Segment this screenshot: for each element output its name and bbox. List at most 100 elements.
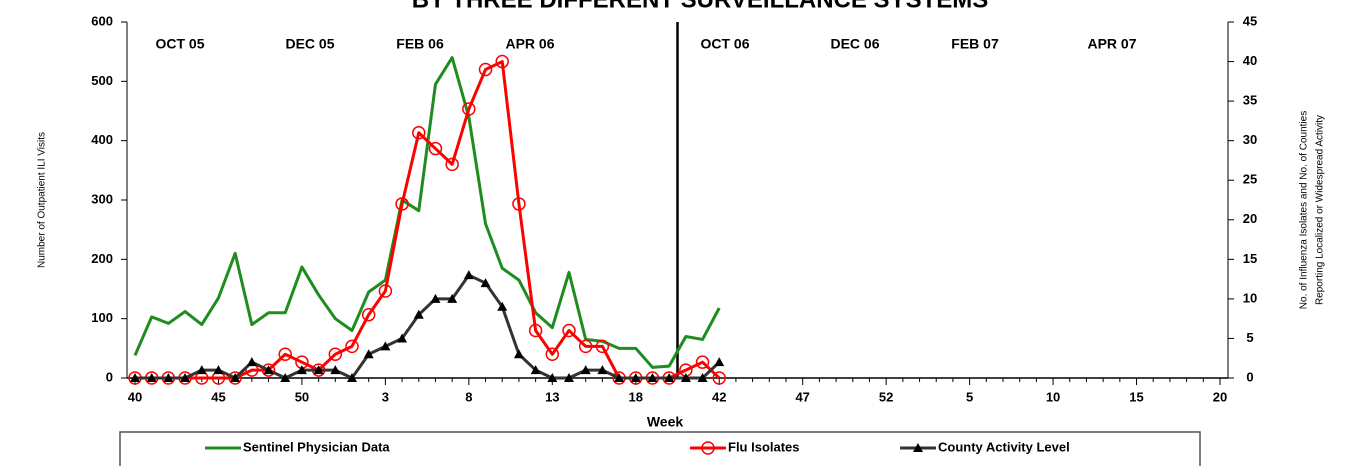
- marker: [228, 371, 242, 385]
- marker: [146, 373, 157, 382]
- marker: [497, 301, 508, 311]
- month-label: FEB 06: [396, 36, 444, 52]
- marker: [495, 54, 509, 69]
- month-label: OCT 05: [155, 36, 204, 52]
- marker: [712, 371, 726, 385]
- y2-axis-label: No. of Influenza Isolates and No. of Cou…: [1299, 111, 1310, 309]
- marker: [397, 333, 408, 343]
- y-tick-label: 200: [91, 251, 113, 266]
- x-tick-label: 47: [795, 389, 809, 404]
- legend-label: Flu Isolates: [728, 439, 800, 454]
- month-label: OCT 06: [700, 36, 749, 52]
- marker: [463, 270, 474, 280]
- marker: [196, 365, 207, 375]
- marker: [597, 365, 608, 375]
- y2-tick-label: 0: [1246, 369, 1253, 384]
- x-axis-label: Week: [647, 414, 684, 430]
- y2-tick-label: 35: [1243, 93, 1257, 108]
- x-tick-label: 13: [545, 389, 559, 404]
- marker: [130, 373, 140, 382]
- month-label: DEC 05: [285, 36, 334, 52]
- marker: [380, 341, 391, 351]
- marker: [562, 323, 576, 338]
- marker: [412, 126, 426, 140]
- month-label: APR 06: [505, 36, 554, 52]
- marker: [478, 62, 493, 77]
- y-tick-label: 400: [91, 132, 113, 147]
- y-tick-label: 0: [106, 369, 113, 384]
- marker: [462, 102, 476, 116]
- x-tick-label: 5: [966, 389, 973, 404]
- x-tick-label: 42: [712, 389, 726, 404]
- marker: [347, 373, 357, 382]
- series-line: [135, 273, 721, 380]
- x-tick-label: 40: [128, 389, 142, 404]
- marker: [545, 347, 560, 362]
- y2-tick-label: 40: [1243, 53, 1257, 68]
- month-label: DEC 06: [830, 36, 879, 52]
- marker: [395, 197, 409, 211]
- y-axis-label: Number of Outpatient ILI Visits: [37, 132, 48, 268]
- legend-label: Sentinel Physician Data: [243, 439, 390, 454]
- marker: [280, 373, 291, 382]
- marker: [413, 309, 424, 319]
- series-line: [135, 60, 721, 380]
- marker: [614, 373, 625, 382]
- marker: [313, 365, 324, 375]
- y2-tick-label: 20: [1243, 211, 1257, 226]
- marker: [447, 293, 458, 303]
- marker: [595, 339, 610, 354]
- marker: [513, 349, 524, 359]
- x-tick-label: 15: [1129, 389, 1143, 404]
- marker: [213, 365, 224, 375]
- legend-box: [119, 431, 1201, 466]
- legend-marker: [701, 441, 715, 455]
- month-label: APR 07: [1087, 36, 1136, 52]
- y-tick-label: 100: [91, 310, 113, 325]
- marker: [378, 284, 393, 298]
- marker: [163, 373, 174, 382]
- marker: [278, 347, 292, 362]
- marker: [261, 363, 276, 377]
- x-tick-label: 45: [211, 389, 225, 404]
- marker: [647, 373, 658, 382]
- y2-tick-label: 10: [1243, 290, 1257, 305]
- legend-label: County Activity Level: [938, 439, 1070, 454]
- marker: [345, 339, 359, 354]
- marker: [180, 373, 191, 382]
- marker: [230, 373, 241, 382]
- x-tick-label: 3: [382, 389, 389, 404]
- marker: [361, 307, 376, 322]
- marker: [445, 157, 459, 172]
- x-tick-label: 18: [629, 389, 643, 404]
- marker: [246, 357, 257, 367]
- y-tick-label: 500: [91, 73, 113, 88]
- y2-tick-label: 15: [1243, 251, 1257, 266]
- marker: [430, 293, 441, 303]
- y2-tick-label: 30: [1243, 132, 1257, 147]
- marker: [330, 365, 341, 375]
- y-tick-label: 600: [91, 13, 113, 28]
- legend-marker: [913, 443, 923, 452]
- marker: [714, 357, 725, 367]
- month-label: FEB 07: [951, 36, 999, 52]
- x-tick-label: 10: [1046, 389, 1060, 404]
- marker: [328, 347, 343, 362]
- marker: [695, 355, 710, 369]
- y2-tick-label: 5: [1246, 330, 1253, 345]
- marker: [480, 278, 491, 288]
- marker: [664, 373, 675, 382]
- marker: [630, 373, 641, 382]
- y2-tick-label: 25: [1243, 172, 1257, 187]
- marker: [263, 365, 274, 375]
- series-line: [133, 56, 721, 369]
- marker: [512, 197, 526, 211]
- marker: [296, 365, 307, 375]
- marker: [528, 323, 543, 338]
- x-tick-label: 50: [295, 389, 309, 404]
- x-tick-label: 8: [465, 389, 472, 404]
- y2-tick-label: 45: [1243, 13, 1257, 28]
- marker: [697, 373, 708, 382]
- marker: [428, 141, 443, 156]
